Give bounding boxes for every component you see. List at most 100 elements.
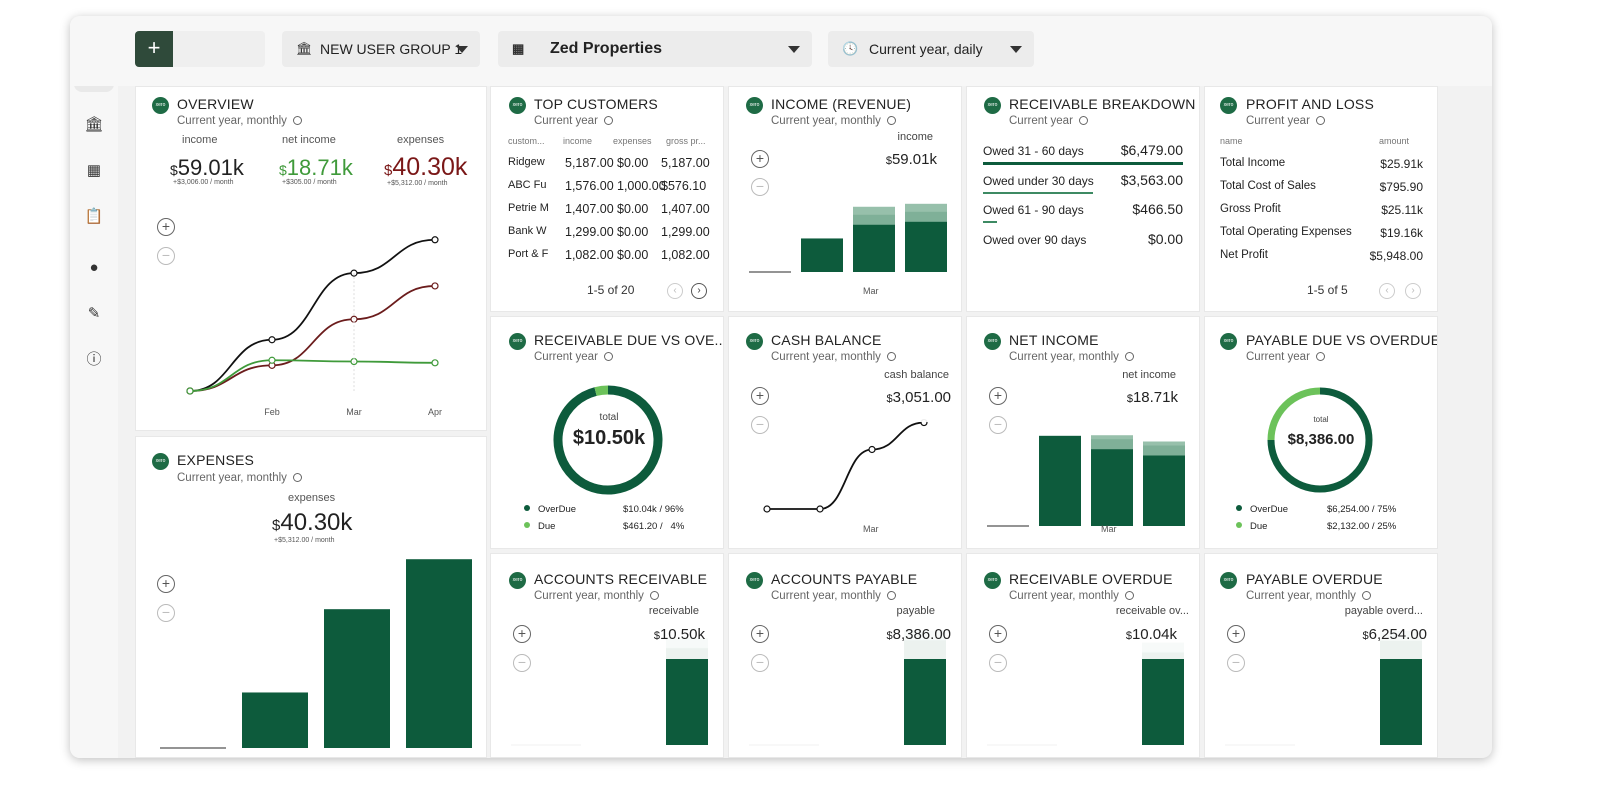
bar-mark [1142,652,1184,745]
table-cell: $0.00 [617,156,648,170]
x-axis-label: Mar [1101,524,1117,534]
legend-item: OverDue [524,504,576,515]
breakdown-label: Owed 61 - 90 days [983,203,1084,217]
table-cell: Bank W [508,225,547,237]
target-icon [1316,116,1325,125]
column-header: custom... [508,136,545,146]
tooltip-value: $8,386.00 [886,626,951,643]
table-cell: 1,576.00 [565,179,614,193]
x-axis-label: Mar [863,286,879,296]
table-cell: $576.10 [661,179,706,193]
chart-tooltip: cash balance $3,051.00 [869,367,955,422]
table-cell: Total Income [1220,157,1285,169]
info-icon[interactable]: ⓘ [83,349,105,371]
xero-badge-icon: xero [1220,97,1237,114]
breakdown-label: Owed 31 - 60 days [983,144,1084,158]
next-page-icon[interactable]: › [691,283,707,299]
table-cell: $0.00 [617,202,648,216]
receivable-breakdown-card: xero RECEIVABLE BREAKDOWN Current year O… [966,86,1200,312]
donut-center-label: total [1271,415,1371,424]
sidebar: 🏛 ▦ 📋 ● ✎ ⓘ [70,16,118,758]
chart-tooltip: receivable $10.50k [637,604,709,659]
x-axis-label: Mar [863,524,879,534]
breakdown-value: $466.50 [1132,201,1183,217]
x-tick-label: Mar [346,407,362,417]
table-cell: 5,187.00 [565,156,614,170]
table-cell: $25.11k [1381,203,1423,217]
receivable-overdue-card: xero RECEIVABLE OVERDUE Current year, mo… [966,553,1200,758]
breakdown-bar [983,162,1183,165]
data-point [269,357,275,363]
account-icon[interactable]: ● [83,257,105,279]
bar-highlight [1091,435,1133,449]
overview-line-chart: Feb Mar Apr [136,87,487,431]
expenses-bar-chart [136,437,487,758]
table-cell: $19.16k [1380,226,1423,240]
data-point [432,360,438,366]
user-group-label: NEW USER GROUP 1 [320,31,462,67]
tooltip-label: payable [896,605,935,617]
x-tick-label: Apr [428,407,442,417]
table-cell: 1,082.00 [565,248,614,262]
tooltip-value: $6,254.00 [1362,626,1427,643]
bank-icon[interactable]: 🏛 [83,114,105,136]
organization-dropdown[interactable]: ▦ Zed Properties [498,31,812,67]
legend-value: $2,132.00 / 25% [1327,521,1396,532]
top-customers-card: xero TOP CUSTOMERS Current year custom..… [490,86,724,312]
next-page-icon[interactable]: › [1405,283,1421,299]
donut-center-value: $10.50k [549,427,669,450]
chart-tooltip: payable overd... $6,254.00 [1343,604,1429,659]
table-cell: $0.00 [617,248,648,262]
data-point [764,506,770,512]
plugin-icon[interactable]: ✎ [83,303,105,325]
tooltip-value: $18.71k [1127,389,1178,406]
table-cell: 1,407.00 [565,202,614,216]
x-tick-label: Feb [264,407,280,417]
add-widget-button[interactable]: + [135,31,265,67]
xero-badge-icon: xero [509,97,526,114]
card-title: TOP CUSTOMERS [534,96,658,112]
clipboard-icon[interactable]: 📋 [83,206,105,228]
donut-center-value: $8,386.00 [1261,431,1381,448]
breakdown-value: $6,479.00 [1121,142,1183,158]
target-icon [604,116,613,125]
legend-dot [524,522,530,528]
prev-page-icon[interactable]: ‹ [667,283,683,299]
bar-mark [324,609,390,748]
column-header: gross pr... [666,136,706,146]
tooltip-value: $10.50k [654,626,705,643]
tooltip-label: net income [1122,369,1176,381]
user-group-dropdown[interactable]: 🏛 NEW USER GROUP 1 [282,31,480,67]
breakdown-value: $0.00 [1148,231,1183,247]
dashboard-icon[interactable]: ▦ [83,160,105,182]
table-cell: Petrie M [508,202,549,214]
series-line [190,286,435,391]
donut-center-label: total [559,412,659,423]
tooltip-value: $59.01k [886,151,937,168]
period-dropdown[interactable]: 🕓 Current year, daily [828,31,1034,67]
tooltip-label: income [898,131,933,143]
dashboard-window: 🏛 ▦ 📋 ● ✎ ⓘ + 🏛 NEW USER GROUP 1 ▦ Zed P… [70,16,1492,758]
toolbar: + 🏛 NEW USER GROUP 1 ▦ Zed Properties 🕓 … [70,16,1492,86]
cash-line-chart [729,317,962,549]
table-cell: Net Profit [1220,249,1268,261]
chart-tooltip: net income $18.71k [1117,367,1182,422]
net-income-bar-chart [967,317,1200,549]
breakdown-bar [983,192,1093,194]
bar-mark [1039,436,1081,526]
card-title: PROFIT AND LOSS [1246,96,1374,112]
data-point [817,506,823,512]
table-cell: 1,000.00 [617,179,666,193]
table-cell: Ridgew [508,156,545,168]
tooltip-label: payable overd... [1345,605,1423,617]
data-point [432,283,438,289]
chevron-down-icon [1010,46,1022,53]
chart-tooltip: payable $8,386.00 [867,604,953,659]
income-revenue-card: xero INCOME (REVENUE) Current year, mont… [728,86,962,312]
table-cell: 1,407.00 [661,202,710,216]
tooltip-value: $3,051.00 [886,389,951,406]
prev-page-icon[interactable]: ‹ [1379,283,1395,299]
chart-tooltip: receivable ov... $10.04k [1107,604,1193,659]
payable-overdue-card: xero PAYABLE OVERDUE Current year, month… [1204,553,1438,758]
table-cell: ABC Fu [508,179,547,191]
